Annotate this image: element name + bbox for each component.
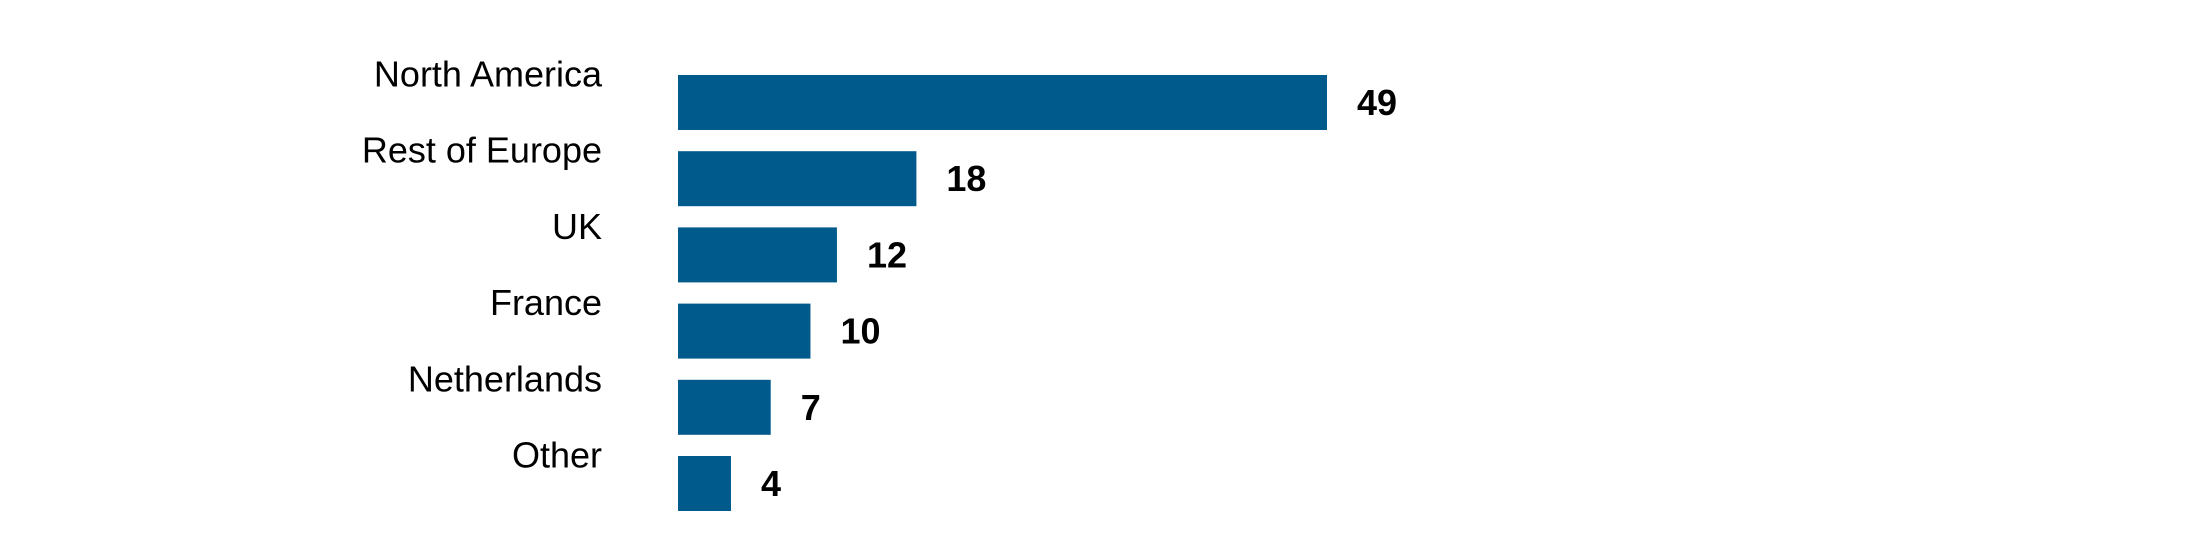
bar [678,379,771,435]
bar [678,151,917,207]
bar [678,303,811,359]
category-label: Rest of Europe [362,130,602,171]
category-label: Netherlands [408,358,602,399]
value-label: 18 [946,158,986,199]
category-label: UK [552,206,602,247]
value-label: 49 [1357,82,1397,123]
bar [678,75,1327,130]
value-label: 4 [761,463,781,504]
category-label: France [490,282,602,323]
value-label: 12 [867,234,907,275]
bar [678,227,837,283]
value-label: 10 [840,311,880,352]
value-label: 7 [801,387,821,428]
category-label: Other [512,435,602,476]
category-label: North America [374,54,603,95]
bar [678,456,731,511]
